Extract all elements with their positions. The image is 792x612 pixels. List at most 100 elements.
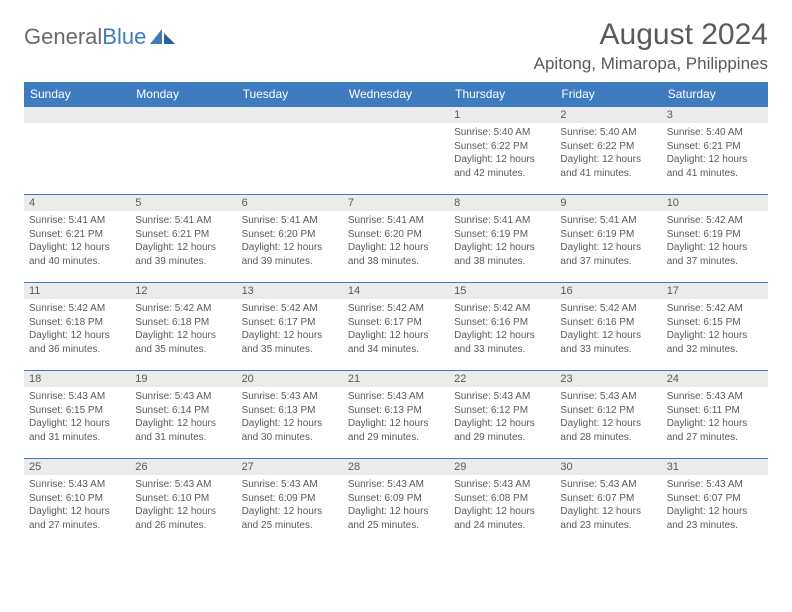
day-details: Sunrise: 5:42 AM Sunset: 6:15 PM Dayligh… — [662, 299, 768, 360]
day-cell: 21Sunrise: 5:43 AM Sunset: 6:13 PM Dayli… — [343, 371, 449, 459]
day-details: Sunrise: 5:43 AM Sunset: 6:12 PM Dayligh… — [449, 387, 555, 448]
daynum: 16 — [555, 283, 661, 299]
daynum: 31 — [662, 459, 768, 475]
day-cell: 5Sunrise: 5:41 AM Sunset: 6:21 PM Daylig… — [130, 195, 236, 283]
day-cell: 18Sunrise: 5:43 AM Sunset: 6:15 PM Dayli… — [24, 371, 130, 459]
daynum: 30 — [555, 459, 661, 475]
daynum: 6 — [237, 195, 343, 211]
day-cell: 4Sunrise: 5:41 AM Sunset: 6:21 PM Daylig… — [24, 195, 130, 283]
weekday-header: Saturday — [662, 82, 768, 107]
day-details: Sunrise: 5:42 AM Sunset: 6:19 PM Dayligh… — [662, 211, 768, 272]
week-row: 4Sunrise: 5:41 AM Sunset: 6:21 PM Daylig… — [24, 195, 768, 283]
daynum: 10 — [662, 195, 768, 211]
day-cell: 2Sunrise: 5:40 AM Sunset: 6:22 PM Daylig… — [555, 107, 661, 195]
daynum: 29 — [449, 459, 555, 475]
day-details: Sunrise: 5:42 AM Sunset: 6:16 PM Dayligh… — [449, 299, 555, 360]
logo-text-gray: General — [24, 24, 102, 50]
daynum: 25 — [24, 459, 130, 475]
day-cell: 23Sunrise: 5:43 AM Sunset: 6:12 PM Dayli… — [555, 371, 661, 459]
day-details: Sunrise: 5:43 AM Sunset: 6:09 PM Dayligh… — [343, 475, 449, 536]
logo: GeneralBlue — [24, 18, 176, 50]
daynum: 18 — [24, 371, 130, 387]
day-details: Sunrise: 5:41 AM Sunset: 6:20 PM Dayligh… — [343, 211, 449, 272]
day-cell: 9Sunrise: 5:41 AM Sunset: 6:19 PM Daylig… — [555, 195, 661, 283]
day-details: Sunrise: 5:41 AM Sunset: 6:19 PM Dayligh… — [449, 211, 555, 272]
day-cell: 10Sunrise: 5:42 AM Sunset: 6:19 PM Dayli… — [662, 195, 768, 283]
daynum-empty — [24, 107, 130, 123]
daynum: 12 — [130, 283, 236, 299]
daynum: 19 — [130, 371, 236, 387]
calendar-table: SundayMondayTuesdayWednesdayThursdayFrid… — [24, 82, 768, 547]
daynum: 21 — [343, 371, 449, 387]
weekday-header: Tuesday — [237, 82, 343, 107]
week-row: 18Sunrise: 5:43 AM Sunset: 6:15 PM Dayli… — [24, 371, 768, 459]
day-details: Sunrise: 5:43 AM Sunset: 6:07 PM Dayligh… — [555, 475, 661, 536]
day-details: Sunrise: 5:43 AM Sunset: 6:10 PM Dayligh… — [130, 475, 236, 536]
day-details: Sunrise: 5:43 AM Sunset: 6:12 PM Dayligh… — [555, 387, 661, 448]
day-cell: 13Sunrise: 5:42 AM Sunset: 6:17 PM Dayli… — [237, 283, 343, 371]
daynum: 8 — [449, 195, 555, 211]
logo-text-blue: Blue — [102, 24, 146, 50]
day-details: Sunrise: 5:42 AM Sunset: 6:17 PM Dayligh… — [237, 299, 343, 360]
day-details: Sunrise: 5:41 AM Sunset: 6:19 PM Dayligh… — [555, 211, 661, 272]
daynum: 14 — [343, 283, 449, 299]
day-cell: 11Sunrise: 5:42 AM Sunset: 6:18 PM Dayli… — [24, 283, 130, 371]
daynum: 11 — [24, 283, 130, 299]
day-cell: 31Sunrise: 5:43 AM Sunset: 6:07 PM Dayli… — [662, 459, 768, 547]
day-cell: 8Sunrise: 5:41 AM Sunset: 6:19 PM Daylig… — [449, 195, 555, 283]
day-details: Sunrise: 5:42 AM Sunset: 6:18 PM Dayligh… — [130, 299, 236, 360]
day-details: Sunrise: 5:40 AM Sunset: 6:22 PM Dayligh… — [449, 123, 555, 184]
day-details: Sunrise: 5:42 AM Sunset: 6:17 PM Dayligh… — [343, 299, 449, 360]
day-details: Sunrise: 5:41 AM Sunset: 6:21 PM Dayligh… — [130, 211, 236, 272]
day-details: Sunrise: 5:41 AM Sunset: 6:20 PM Dayligh… — [237, 211, 343, 272]
daynum: 17 — [662, 283, 768, 299]
daynum-empty — [237, 107, 343, 123]
day-cell: 25Sunrise: 5:43 AM Sunset: 6:10 PM Dayli… — [24, 459, 130, 547]
day-cell — [343, 107, 449, 195]
day-cell: 29Sunrise: 5:43 AM Sunset: 6:08 PM Dayli… — [449, 459, 555, 547]
daynum: 13 — [237, 283, 343, 299]
day-details: Sunrise: 5:43 AM Sunset: 6:13 PM Dayligh… — [237, 387, 343, 448]
weekday-header: Thursday — [449, 82, 555, 107]
daynum: 3 — [662, 107, 768, 123]
day-details: Sunrise: 5:43 AM Sunset: 6:07 PM Dayligh… — [662, 475, 768, 536]
day-details: Sunrise: 5:43 AM Sunset: 6:09 PM Dayligh… — [237, 475, 343, 536]
weekday-header: Monday — [130, 82, 236, 107]
daynum: 27 — [237, 459, 343, 475]
day-details: Sunrise: 5:43 AM Sunset: 6:10 PM Dayligh… — [24, 475, 130, 536]
location-text: Apitong, Mimaropa, Philippines — [534, 54, 768, 74]
title-block: August 2024 Apitong, Mimaropa, Philippin… — [534, 18, 768, 74]
daynum: 24 — [662, 371, 768, 387]
day-cell — [24, 107, 130, 195]
day-cell: 3Sunrise: 5:40 AM Sunset: 6:21 PM Daylig… — [662, 107, 768, 195]
day-cell: 22Sunrise: 5:43 AM Sunset: 6:12 PM Dayli… — [449, 371, 555, 459]
day-cell — [130, 107, 236, 195]
day-cell: 14Sunrise: 5:42 AM Sunset: 6:17 PM Dayli… — [343, 283, 449, 371]
day-cell: 30Sunrise: 5:43 AM Sunset: 6:07 PM Dayli… — [555, 459, 661, 547]
daynum: 9 — [555, 195, 661, 211]
daynum: 5 — [130, 195, 236, 211]
day-cell: 27Sunrise: 5:43 AM Sunset: 6:09 PM Dayli… — [237, 459, 343, 547]
header: GeneralBlue August 2024 Apitong, Mimarop… — [24, 18, 768, 74]
day-cell: 16Sunrise: 5:42 AM Sunset: 6:16 PM Dayli… — [555, 283, 661, 371]
daynum: 20 — [237, 371, 343, 387]
daynum: 28 — [343, 459, 449, 475]
day-details: Sunrise: 5:43 AM Sunset: 6:14 PM Dayligh… — [130, 387, 236, 448]
weekday-header-row: SundayMondayTuesdayWednesdayThursdayFrid… — [24, 82, 768, 107]
daynum-empty — [130, 107, 236, 123]
day-cell: 24Sunrise: 5:43 AM Sunset: 6:11 PM Dayli… — [662, 371, 768, 459]
day-cell: 15Sunrise: 5:42 AM Sunset: 6:16 PM Dayli… — [449, 283, 555, 371]
daynum: 7 — [343, 195, 449, 211]
weekday-header: Friday — [555, 82, 661, 107]
day-details: Sunrise: 5:43 AM Sunset: 6:11 PM Dayligh… — [662, 387, 768, 448]
day-details: Sunrise: 5:41 AM Sunset: 6:21 PM Dayligh… — [24, 211, 130, 272]
week-row: 1Sunrise: 5:40 AM Sunset: 6:22 PM Daylig… — [24, 107, 768, 195]
day-cell: 20Sunrise: 5:43 AM Sunset: 6:13 PM Dayli… — [237, 371, 343, 459]
daynum: 23 — [555, 371, 661, 387]
daynum: 26 — [130, 459, 236, 475]
weekday-header: Wednesday — [343, 82, 449, 107]
day-details: Sunrise: 5:43 AM Sunset: 6:08 PM Dayligh… — [449, 475, 555, 536]
day-details: Sunrise: 5:40 AM Sunset: 6:22 PM Dayligh… — [555, 123, 661, 184]
day-details: Sunrise: 5:43 AM Sunset: 6:13 PM Dayligh… — [343, 387, 449, 448]
day-cell: 26Sunrise: 5:43 AM Sunset: 6:10 PM Dayli… — [130, 459, 236, 547]
